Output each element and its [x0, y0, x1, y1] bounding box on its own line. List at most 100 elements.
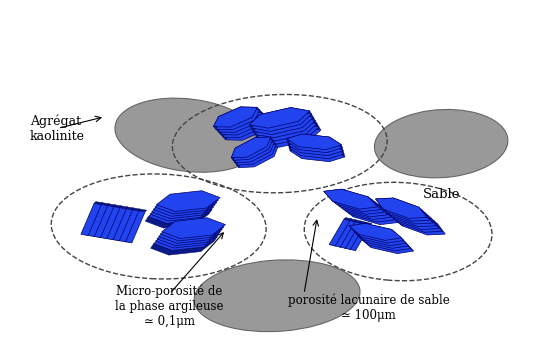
- Ellipse shape: [374, 110, 508, 178]
- Polygon shape: [341, 202, 394, 222]
- Polygon shape: [160, 220, 224, 241]
- Polygon shape: [169, 247, 204, 255]
- Polygon shape: [254, 124, 268, 138]
- Polygon shape: [388, 209, 409, 213]
- Polygon shape: [332, 146, 345, 157]
- Polygon shape: [359, 221, 367, 224]
- Polygon shape: [248, 115, 267, 118]
- Polygon shape: [372, 231, 401, 240]
- Polygon shape: [300, 123, 321, 130]
- Polygon shape: [225, 120, 270, 140]
- Polygon shape: [331, 143, 344, 154]
- Polygon shape: [367, 226, 397, 235]
- Polygon shape: [238, 147, 278, 168]
- Polygon shape: [231, 137, 271, 158]
- Polygon shape: [287, 137, 343, 153]
- Polygon shape: [81, 203, 101, 236]
- Polygon shape: [330, 140, 343, 151]
- Polygon shape: [107, 204, 116, 207]
- Polygon shape: [235, 153, 240, 165]
- Polygon shape: [237, 140, 258, 153]
- Polygon shape: [258, 142, 276, 145]
- Polygon shape: [334, 197, 356, 201]
- Polygon shape: [379, 201, 400, 204]
- Polygon shape: [287, 134, 303, 142]
- Polygon shape: [327, 192, 381, 212]
- Polygon shape: [113, 205, 122, 208]
- Polygon shape: [257, 120, 317, 141]
- Polygon shape: [293, 111, 314, 117]
- Polygon shape: [349, 223, 367, 228]
- Polygon shape: [391, 212, 412, 216]
- Polygon shape: [245, 112, 265, 115]
- Polygon shape: [226, 115, 250, 127]
- Polygon shape: [388, 209, 439, 230]
- Polygon shape: [251, 118, 264, 131]
- Polygon shape: [399, 237, 411, 248]
- Polygon shape: [233, 150, 239, 163]
- Polygon shape: [385, 206, 436, 227]
- Polygon shape: [342, 189, 372, 199]
- Polygon shape: [381, 203, 403, 207]
- Polygon shape: [262, 111, 294, 121]
- Polygon shape: [266, 117, 298, 127]
- Polygon shape: [239, 143, 260, 155]
- Polygon shape: [155, 227, 219, 248]
- Polygon shape: [305, 143, 333, 149]
- Text: Sable: Sable: [422, 188, 460, 201]
- Polygon shape: [294, 114, 315, 120]
- Ellipse shape: [115, 98, 261, 172]
- Polygon shape: [393, 198, 422, 210]
- Polygon shape: [223, 117, 267, 138]
- Polygon shape: [253, 121, 266, 134]
- Polygon shape: [356, 199, 386, 210]
- Polygon shape: [370, 228, 399, 237]
- Polygon shape: [223, 112, 248, 124]
- Polygon shape: [354, 220, 362, 223]
- Polygon shape: [345, 192, 376, 202]
- Polygon shape: [381, 204, 392, 217]
- Polygon shape: [148, 202, 212, 223]
- Polygon shape: [218, 122, 226, 135]
- Polygon shape: [339, 221, 360, 248]
- Polygon shape: [237, 155, 242, 168]
- Polygon shape: [334, 197, 388, 217]
- Polygon shape: [94, 201, 103, 204]
- Polygon shape: [354, 228, 372, 234]
- Polygon shape: [349, 194, 379, 205]
- Polygon shape: [287, 137, 304, 145]
- Polygon shape: [381, 203, 433, 224]
- Polygon shape: [359, 234, 411, 251]
- Polygon shape: [159, 222, 222, 243]
- Polygon shape: [260, 144, 278, 147]
- Polygon shape: [289, 143, 344, 159]
- Polygon shape: [164, 220, 199, 228]
- Polygon shape: [376, 198, 427, 218]
- Polygon shape: [400, 203, 428, 216]
- Text: porosité lacunaire de sable
≃ 100μm: porosité lacunaire de sable ≃ 100μm: [288, 293, 449, 322]
- Polygon shape: [296, 117, 317, 124]
- Polygon shape: [231, 148, 237, 160]
- Polygon shape: [406, 209, 435, 221]
- Polygon shape: [214, 117, 221, 129]
- Polygon shape: [100, 207, 120, 239]
- Polygon shape: [157, 191, 220, 212]
- Polygon shape: [153, 195, 217, 216]
- Polygon shape: [337, 201, 350, 214]
- Polygon shape: [243, 110, 262, 113]
- Polygon shape: [356, 231, 375, 236]
- Polygon shape: [260, 107, 293, 118]
- Polygon shape: [394, 215, 445, 235]
- Polygon shape: [214, 107, 257, 127]
- Polygon shape: [330, 194, 384, 214]
- Polygon shape: [334, 199, 346, 212]
- Polygon shape: [354, 228, 406, 246]
- Polygon shape: [385, 207, 395, 220]
- Polygon shape: [264, 114, 296, 124]
- Polygon shape: [221, 115, 265, 135]
- Polygon shape: [375, 234, 404, 243]
- Polygon shape: [125, 207, 134, 210]
- Polygon shape: [391, 212, 442, 232]
- Polygon shape: [218, 107, 243, 119]
- Polygon shape: [101, 203, 109, 206]
